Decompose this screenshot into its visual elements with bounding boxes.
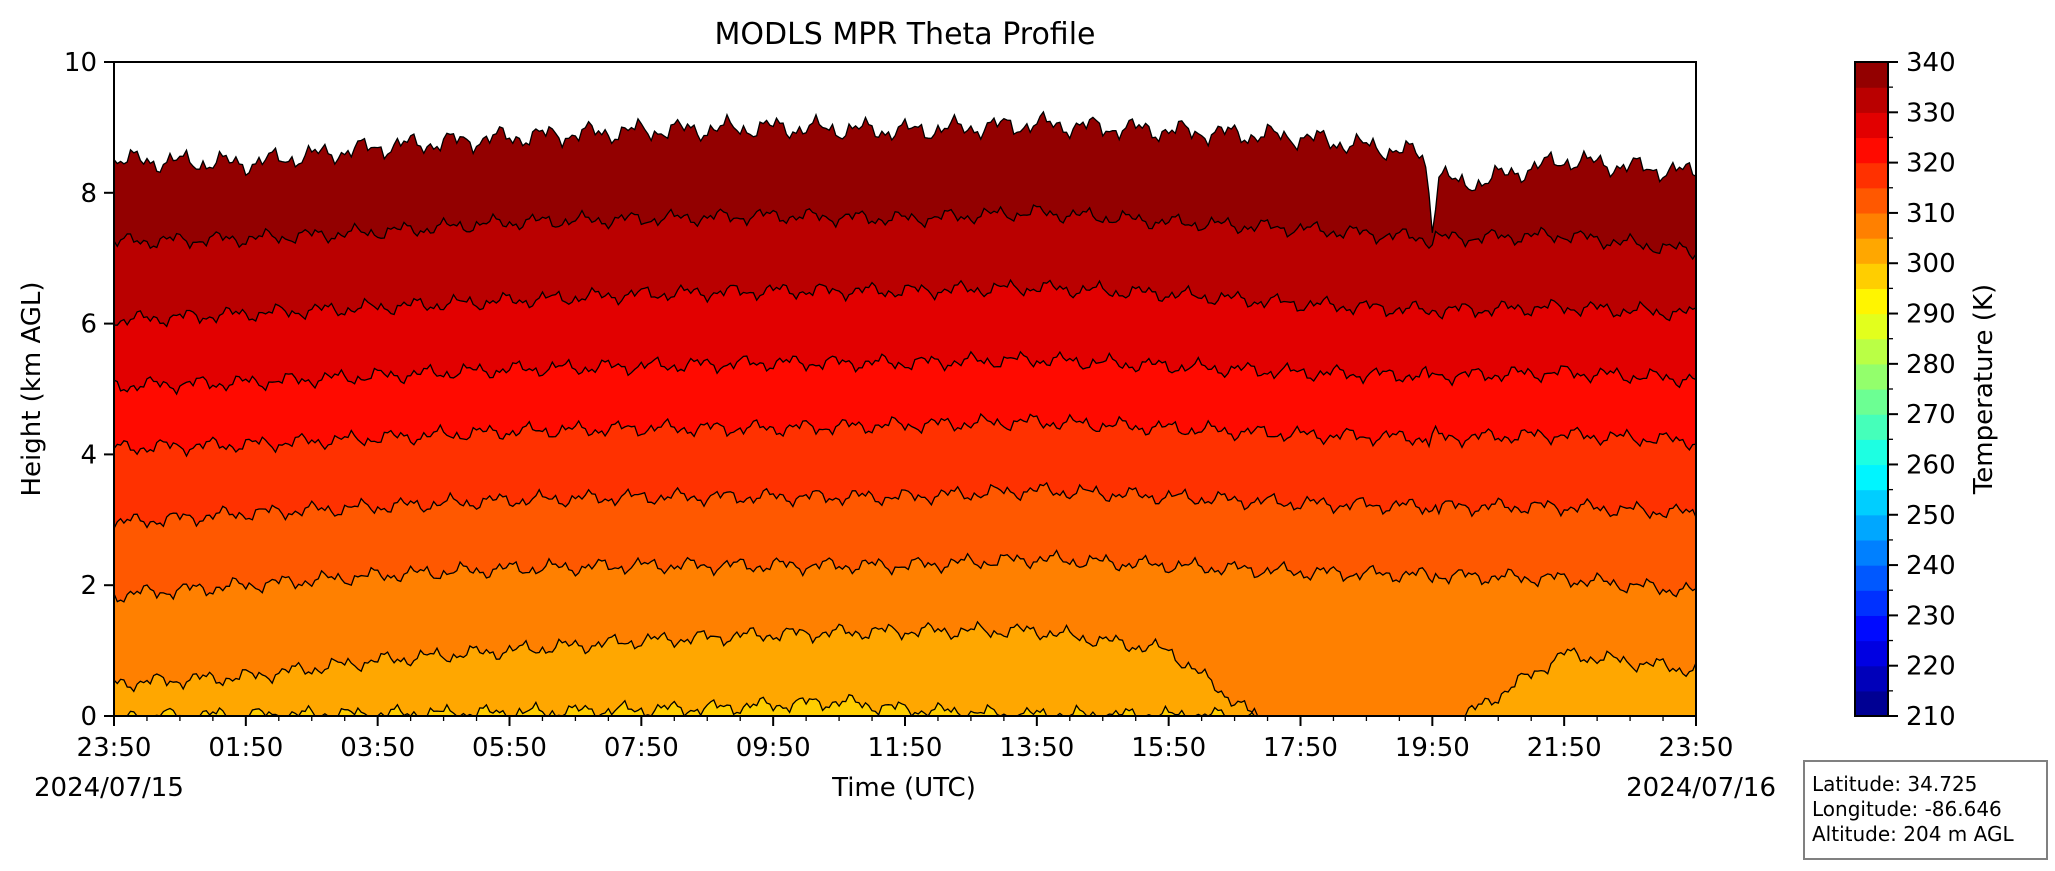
contour-line-310	[114, 549, 1696, 603]
x-tick-label: 23:50	[1659, 733, 1734, 763]
contour-band-335	[114, 111, 1696, 260]
x-axis-label: Time (UTC)	[831, 773, 976, 803]
colorbar-swatch	[1855, 414, 1888, 440]
colorbar-tick-label: 260	[1906, 450, 1956, 480]
colorbar-swatch	[1855, 539, 1888, 566]
contour-line-320	[114, 412, 1696, 458]
colorbar-swatch	[1855, 112, 1888, 139]
y-tick-label: 2	[80, 571, 97, 601]
x-tick-label: 03:50	[340, 733, 415, 763]
station-info-box: Latitude: 34.725 Longitude: -86.646 Alti…	[1803, 760, 2048, 860]
colorbar-swatch	[1855, 238, 1888, 264]
colorbar-tick-label: 340	[1906, 48, 1956, 78]
contour-line-335	[114, 204, 1696, 261]
contour-line-305	[114, 620, 1696, 716]
date-start-label: 2024/07/15	[34, 773, 184, 803]
colorbar-swatch	[1855, 489, 1888, 516]
x-tick-label: 11:50	[868, 733, 943, 763]
colorbar-tick-label: 310	[1906, 199, 1956, 229]
contour-band-325	[114, 280, 1696, 395]
latitude-text: Latitude: 34.725	[1812, 772, 1977, 796]
y-axis-label: Height (km AGL)	[17, 281, 47, 496]
x-tick-label: 17:50	[1263, 733, 1338, 763]
colorbar-swatch	[1855, 615, 1888, 642]
y-tick-label: 8	[80, 179, 97, 209]
colorbar-tick-label: 240	[1906, 551, 1956, 581]
colorbar-tick-label: 230	[1906, 601, 1956, 631]
colorbar-swatch	[1855, 162, 1888, 189]
colorbar-tick-label: 290	[1906, 300, 1956, 330]
colorbar-swatch	[1855, 212, 1888, 239]
colorbar-swatch	[1855, 640, 1888, 667]
colorbar-swatch	[1855, 263, 1888, 289]
colorbar-swatch	[1855, 514, 1888, 541]
contour-band-310	[114, 482, 1696, 602]
colorbar: 210 220 230 240 250 260 270 280 290 300 310 320 330 3…	[1854, 48, 1956, 732]
contour-band-320	[114, 351, 1696, 457]
contour-fill-layer	[114, 111, 1696, 716]
contour-line-layer	[114, 110, 1696, 716]
colorbar-swatch	[1855, 338, 1888, 365]
colorbar-swatch	[1855, 62, 1888, 88]
colorbar-swatch	[1855, 389, 1888, 415]
contour-band-300	[114, 621, 1696, 716]
colorbar-swatch	[1855, 288, 1888, 315]
data-top-line	[114, 110, 1696, 233]
colorbar-swatch	[1855, 590, 1888, 616]
contour-line-325	[114, 350, 1696, 396]
x-axis: 23:50 01:50 03:50 05:50 07:50 09:50 11:50 13:50…	[77, 716, 1734, 763]
contour-band-315	[114, 414, 1696, 529]
colorbar-swatch	[1855, 313, 1888, 340]
contour-line-330	[114, 278, 1696, 328]
colorbar-tick-label: 300	[1906, 249, 1956, 279]
y-tick-label: 4	[80, 440, 97, 470]
y-tick-label: 0	[80, 702, 97, 732]
x-tick-label: 07:50	[604, 733, 679, 763]
x-tick-label: 01:50	[208, 733, 283, 763]
y-tick-label: 6	[80, 310, 97, 340]
colorbar-swatch	[1855, 187, 1888, 214]
colorbar-tick-label: 280	[1906, 350, 1956, 380]
colorbar-swatch	[1855, 565, 1888, 591]
colorbar-swatch	[1855, 137, 1888, 164]
x-tick-label: 23:50	[77, 733, 152, 763]
colorbar-swatch	[1855, 464, 1888, 491]
contour-line-315	[114, 481, 1696, 529]
contour-line-300	[114, 693, 1696, 716]
y-tick-label: 10	[64, 48, 97, 78]
colorbar-tick-label: 320	[1906, 149, 1956, 179]
altitude-text: Altitude: 204 m AGL	[1812, 822, 2014, 846]
colorbar-tick-label: 250	[1906, 501, 1956, 531]
x-tick-label: 13:50	[999, 733, 1074, 763]
x-tick-label: 21:50	[1527, 733, 1602, 763]
info-box-border	[1803, 760, 2048, 860]
colorbar-tick-label: 330	[1906, 98, 1956, 128]
colorbar-label: Temperature (K)	[1969, 284, 1999, 495]
contour-band-305	[114, 550, 1696, 716]
longitude-text: Longitude: -86.646	[1812, 797, 2002, 821]
colorbar-swatch	[1855, 665, 1888, 692]
contour-band-330	[114, 205, 1696, 327]
colorbar-tick-label: 270	[1906, 400, 1956, 430]
colorbar-swatch	[1855, 690, 1888, 717]
x-tick-label: 19:50	[1395, 733, 1470, 763]
x-tick-label: 15:50	[1131, 733, 1206, 763]
colorbar-swatch	[1855, 363, 1888, 390]
chart-title: MODLS MPR Theta Profile	[714, 17, 1095, 52]
colorbar-tick-label: 210	[1906, 702, 1956, 732]
colorbar-tick-label: 220	[1906, 652, 1956, 682]
colorbar-swatch	[1855, 439, 1888, 466]
y-axis: 0 2 4 6 8 10	[64, 48, 114, 732]
date-end-label: 2024/07/16	[1626, 773, 1776, 803]
colorbar-swatch	[1855, 87, 1888, 113]
x-tick-label: 09:50	[736, 733, 811, 763]
x-tick-label: 05:50	[472, 733, 547, 763]
